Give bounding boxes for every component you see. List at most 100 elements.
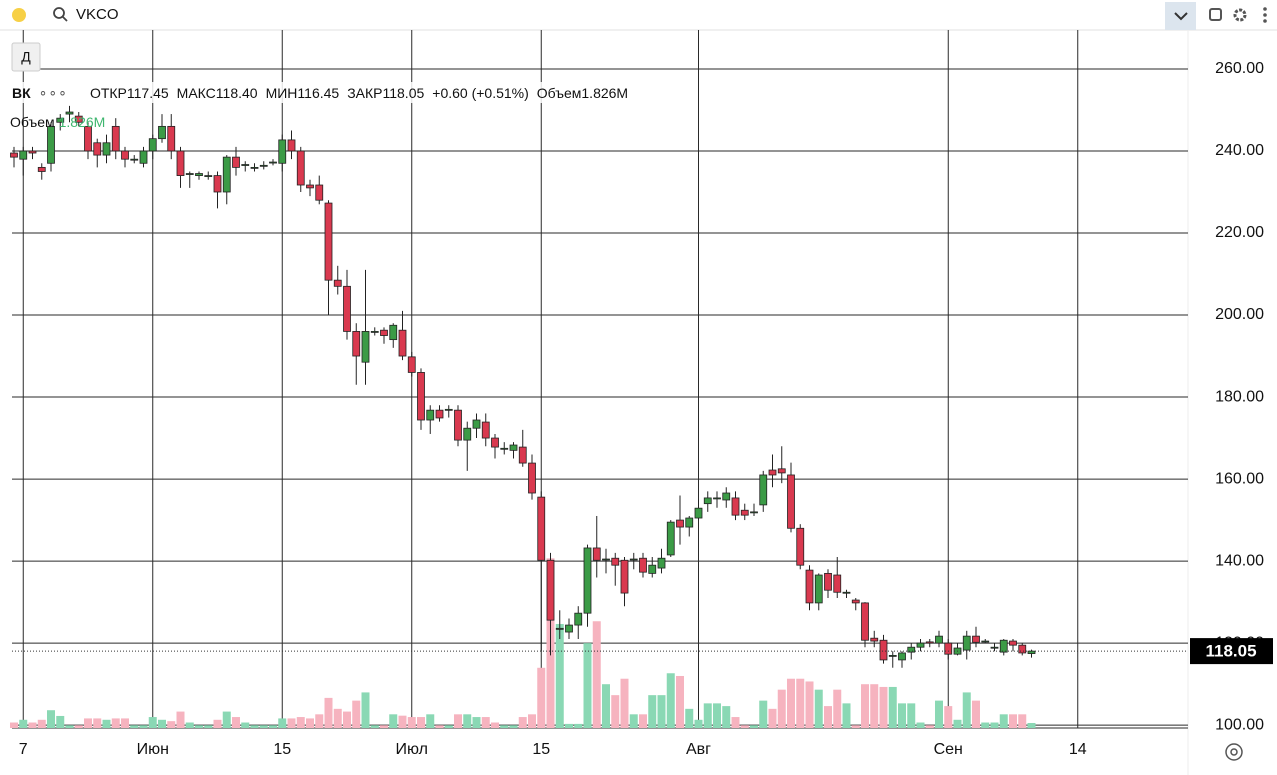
candle-body xyxy=(491,437,499,448)
candle-body xyxy=(56,117,65,123)
volume-bar xyxy=(861,684,869,728)
candle-body xyxy=(370,331,379,333)
candle-body xyxy=(500,447,509,450)
volume-bar xyxy=(824,706,832,728)
candle-body xyxy=(130,158,139,161)
volume-bar xyxy=(250,725,259,728)
candle-body xyxy=(195,173,203,176)
volume-bar xyxy=(953,719,962,728)
volume-bar xyxy=(629,714,638,728)
x-tick-label: 7 xyxy=(19,741,28,758)
volume-bar xyxy=(759,700,768,728)
candle-body xyxy=(102,142,111,156)
volume-bar xyxy=(444,725,453,728)
candle-body xyxy=(28,150,37,154)
candle-body xyxy=(333,279,342,287)
candle-body xyxy=(139,150,148,164)
candle-body xyxy=(787,474,795,529)
candle-body xyxy=(65,111,74,115)
candle-body xyxy=(824,572,832,591)
volume-bar xyxy=(93,718,102,728)
settings-icon xyxy=(1230,748,1238,756)
candle-body xyxy=(380,329,388,336)
volume-bar xyxy=(158,719,166,728)
candle-body xyxy=(694,507,703,519)
candle-body xyxy=(999,639,1008,653)
interval-label: Д xyxy=(21,49,31,65)
volume-bar xyxy=(602,684,610,728)
candle-body xyxy=(509,444,518,451)
volume-bar xyxy=(713,703,721,728)
volume-bar xyxy=(241,722,250,728)
candle-body xyxy=(537,496,546,561)
candle-body xyxy=(19,150,28,160)
candle-body xyxy=(703,497,712,505)
volume-bar xyxy=(694,719,703,728)
legend-item-label: МИН xyxy=(265,84,298,101)
x-tick-label: Сен xyxy=(934,741,963,758)
volume-bar xyxy=(796,678,805,728)
volume-bar xyxy=(648,695,657,728)
volume-bar xyxy=(981,722,990,728)
volume-bar xyxy=(805,681,814,728)
candle-body xyxy=(444,408,453,411)
volume-bar xyxy=(417,717,425,728)
candle-body xyxy=(528,462,536,494)
candle-body xyxy=(990,646,999,649)
legend-items: ОТКР117.45 МАКС118.40 МИН116.45 ЗАКР118.05 xyxy=(90,85,424,101)
volume-bar xyxy=(583,643,592,728)
volume-bar xyxy=(121,718,129,728)
candle-body xyxy=(916,642,925,648)
legend-item-label: ЗАКР xyxy=(347,84,383,101)
volume-bar xyxy=(74,725,83,728)
candle-body xyxy=(37,166,46,172)
volume-bar xyxy=(481,717,490,728)
candle-body xyxy=(1027,650,1036,654)
dropdown-button[interactable] xyxy=(1165,2,1196,30)
candle-body xyxy=(962,635,971,651)
candle-body xyxy=(722,492,731,501)
legend-item-value: 118.40 xyxy=(215,84,258,101)
settings-icon[interactable] xyxy=(1233,8,1247,22)
volume-bar xyxy=(102,719,111,728)
settings-icon[interactable] xyxy=(1225,743,1243,761)
volume-legend-label: Объем xyxy=(10,114,55,130)
candle-body xyxy=(417,372,425,421)
interval-button[interactable] xyxy=(11,42,41,72)
volume-bar xyxy=(407,717,416,728)
volume-bar xyxy=(611,695,620,728)
volume-bar xyxy=(176,711,185,728)
candle-body xyxy=(204,175,213,177)
candle-body xyxy=(389,324,398,341)
volume-bar xyxy=(287,718,296,728)
candle-body xyxy=(602,558,610,561)
candle-body xyxy=(731,497,740,516)
y-tick-label: 260.00 xyxy=(1215,60,1264,77)
status-dot[interactable] xyxy=(12,8,26,22)
candle-body xyxy=(84,125,92,152)
candle-body xyxy=(148,138,157,152)
candle-body xyxy=(111,125,120,152)
legend-item: МАКС118.40 xyxy=(177,85,258,101)
candle-body xyxy=(361,331,370,363)
candle-body xyxy=(1018,644,1027,654)
window-icon[interactable] xyxy=(1209,8,1222,21)
volume-bar xyxy=(204,725,213,728)
legend-volume-label: Объем xyxy=(536,84,582,101)
volume-bar xyxy=(740,725,749,728)
menu-icon[interactable] xyxy=(1263,7,1267,11)
candle-body xyxy=(407,356,416,373)
volume-bar xyxy=(213,719,222,728)
volume-bar xyxy=(28,722,37,728)
volume-bar xyxy=(879,686,888,728)
volume-bar xyxy=(296,717,305,728)
legend-menu[interactable]: ∘∘∘ xyxy=(38,84,68,100)
volume-legend-value: 1.826M xyxy=(58,114,106,130)
chevron-icon xyxy=(1174,12,1188,21)
volume-bar xyxy=(731,717,740,728)
legend-volume-value: 1.826M xyxy=(581,84,629,101)
y-tick-label: 160.00 xyxy=(1215,470,1264,487)
volume-bar xyxy=(491,722,499,728)
search-icon[interactable] xyxy=(53,7,65,19)
ticker[interactable]: VKCO xyxy=(76,6,119,23)
